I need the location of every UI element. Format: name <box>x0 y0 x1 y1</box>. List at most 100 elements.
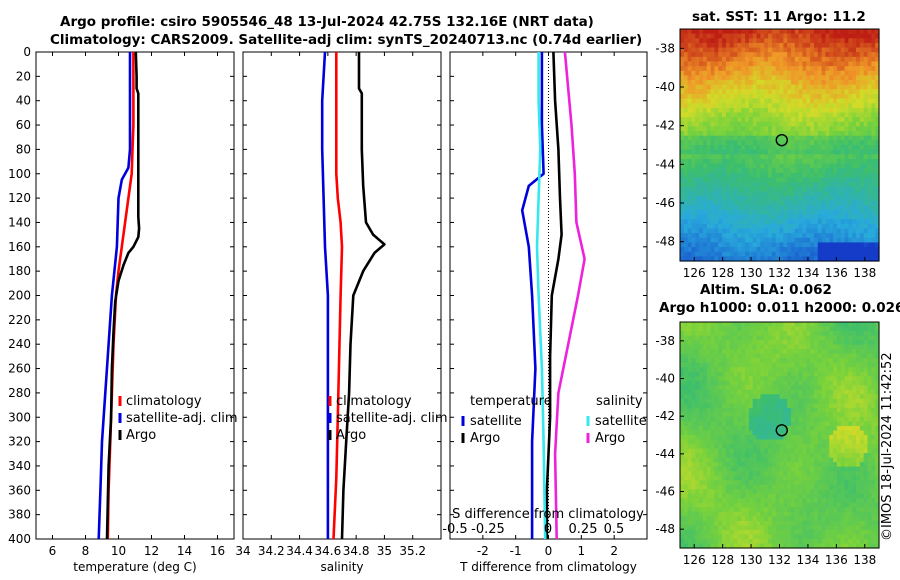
map-cell <box>729 416 735 423</box>
map-cell <box>702 484 708 490</box>
map-cell <box>714 237 719 244</box>
map-cell <box>867 140 872 146</box>
map-cell <box>836 448 842 454</box>
map-cell <box>768 103 773 109</box>
map-cell <box>775 228 781 234</box>
map-cell <box>798 331 804 337</box>
map-cell <box>687 403 693 409</box>
map-cell <box>813 407 819 413</box>
map-cell <box>729 214 735 220</box>
map-cell <box>794 205 800 211</box>
map-cell <box>710 349 716 355</box>
map-cell <box>760 242 765 248</box>
map-cell <box>702 61 708 67</box>
map-cell <box>683 256 689 262</box>
map-cell <box>745 168 750 174</box>
map-cell <box>695 177 700 183</box>
map-cell <box>722 335 727 341</box>
map-cell <box>699 158 704 165</box>
map-cell <box>867 163 872 169</box>
map-cell <box>722 331 727 337</box>
map-cell <box>867 42 872 49</box>
map-cell <box>867 340 872 346</box>
map-cell <box>798 371 804 377</box>
map-cell <box>779 493 784 499</box>
map-cell <box>844 475 849 481</box>
map-cell <box>695 205 700 211</box>
map-cell <box>725 228 731 234</box>
map-cell <box>741 407 746 413</box>
map-cell <box>806 466 811 472</box>
map-cell <box>756 407 761 413</box>
map-cell <box>829 209 834 216</box>
map-cell <box>779 177 784 183</box>
map-cell <box>871 172 876 179</box>
map-cell <box>722 407 727 413</box>
map-cell <box>863 33 869 39</box>
map-cell <box>702 362 708 368</box>
map-cell <box>760 219 765 225</box>
map-cell <box>836 172 842 179</box>
map-cell <box>859 251 865 257</box>
map-cell <box>691 484 696 490</box>
map-cell <box>794 186 800 192</box>
map-cell <box>844 389 849 395</box>
map-cell <box>783 435 788 441</box>
map-cell <box>802 471 807 477</box>
map-cell <box>687 340 693 346</box>
map-cell <box>706 140 712 146</box>
map-cell <box>856 219 861 225</box>
map-cell <box>787 205 792 211</box>
map-cell <box>787 38 792 44</box>
map-cell <box>867 480 872 486</box>
map-cell <box>706 371 712 377</box>
map-cell <box>729 56 735 63</box>
map-cell <box>802 421 807 427</box>
map-cell <box>687 498 693 504</box>
map-cell <box>764 407 769 413</box>
map-cell <box>848 200 853 206</box>
map-cell <box>752 362 758 368</box>
map-cell <box>733 52 739 58</box>
map-cell <box>733 135 739 141</box>
depth-tick-label: 120 <box>8 191 31 205</box>
map-cell <box>771 385 777 391</box>
map-cell <box>771 70 777 76</box>
depth-tick-label: 100 <box>8 167 31 181</box>
map-cell <box>806 186 811 192</box>
map-cell <box>764 471 769 477</box>
map-cell <box>714 75 719 81</box>
map-cell <box>802 394 807 400</box>
map-cell <box>798 421 804 427</box>
map-cell <box>764 453 769 459</box>
map-cell <box>798 444 804 450</box>
map-cell <box>825 33 830 39</box>
map-cell <box>794 502 800 508</box>
map-cell <box>764 502 769 508</box>
map-cell <box>813 376 819 382</box>
map-cell <box>691 107 696 114</box>
map-cell <box>718 223 723 230</box>
map-cell <box>856 93 861 100</box>
map-cell <box>798 200 804 206</box>
map-cell <box>859 168 865 174</box>
map-cell <box>833 228 838 234</box>
map-cell <box>798 340 804 346</box>
map-x-tick-label: 138 <box>853 266 876 280</box>
map-cell <box>856 389 861 395</box>
map-cell <box>863 362 869 368</box>
map-cell <box>729 186 735 192</box>
map-cell <box>756 177 761 183</box>
map-cell <box>840 126 846 132</box>
map-cell <box>729 398 735 404</box>
map-cell <box>733 453 739 459</box>
map-cell <box>802 444 807 450</box>
map-cell <box>687 435 693 441</box>
map-cell <box>745 200 750 206</box>
map-cell <box>852 430 857 436</box>
map-cell <box>863 322 869 328</box>
map-cell <box>813 214 819 220</box>
legend-label: satellite-adj. clim <box>126 411 238 426</box>
x-tick-label: 2 <box>610 544 618 558</box>
map-cell <box>794 233 800 239</box>
